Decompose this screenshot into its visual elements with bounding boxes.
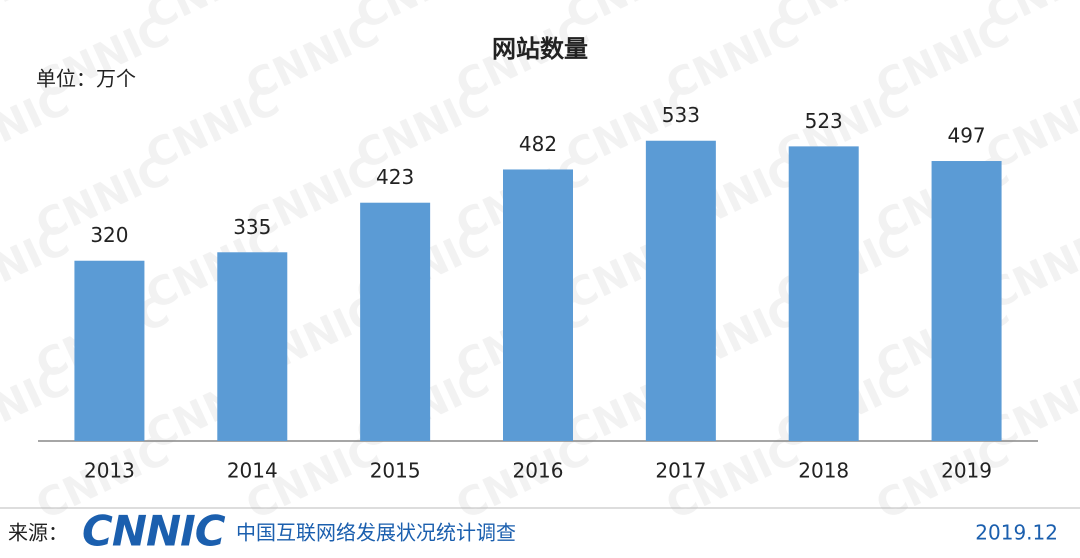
x-tick-label: 2016	[513, 459, 564, 483]
chart-title: 网站数量	[492, 35, 588, 63]
value-label: 482	[519, 132, 557, 156]
x-tick-label: 2014	[227, 459, 278, 483]
bar	[217, 252, 288, 441]
x-tick-label: 2013	[84, 459, 135, 483]
value-label: 423	[376, 165, 414, 189]
unit-label: 单位：万个	[36, 67, 136, 91]
date: 2019.12	[975, 521, 1058, 545]
survey-name: 中国互联网络发展状况统计调查	[236, 521, 516, 545]
x-tick-label: 2015	[370, 459, 421, 483]
bar	[74, 260, 145, 441]
value-label: 497	[947, 124, 985, 148]
logo: CNNIC	[82, 507, 226, 556]
bar	[360, 202, 431, 441]
value-label: 533	[662, 103, 700, 127]
x-tick-label: 2019	[941, 459, 992, 483]
bar	[931, 161, 1002, 442]
bar	[645, 140, 716, 441]
source-label: 来源：	[8, 521, 68, 545]
bar	[788, 146, 859, 442]
value-label: 335	[233, 215, 271, 239]
value-label: 523	[805, 109, 843, 133]
x-tick-label: 2018	[798, 459, 849, 483]
watermark-text: CNNIC	[0, 0, 76, 39]
bar	[503, 169, 573, 441]
x-tick-label: 2017	[655, 459, 706, 483]
value-label: 320	[90, 223, 128, 247]
